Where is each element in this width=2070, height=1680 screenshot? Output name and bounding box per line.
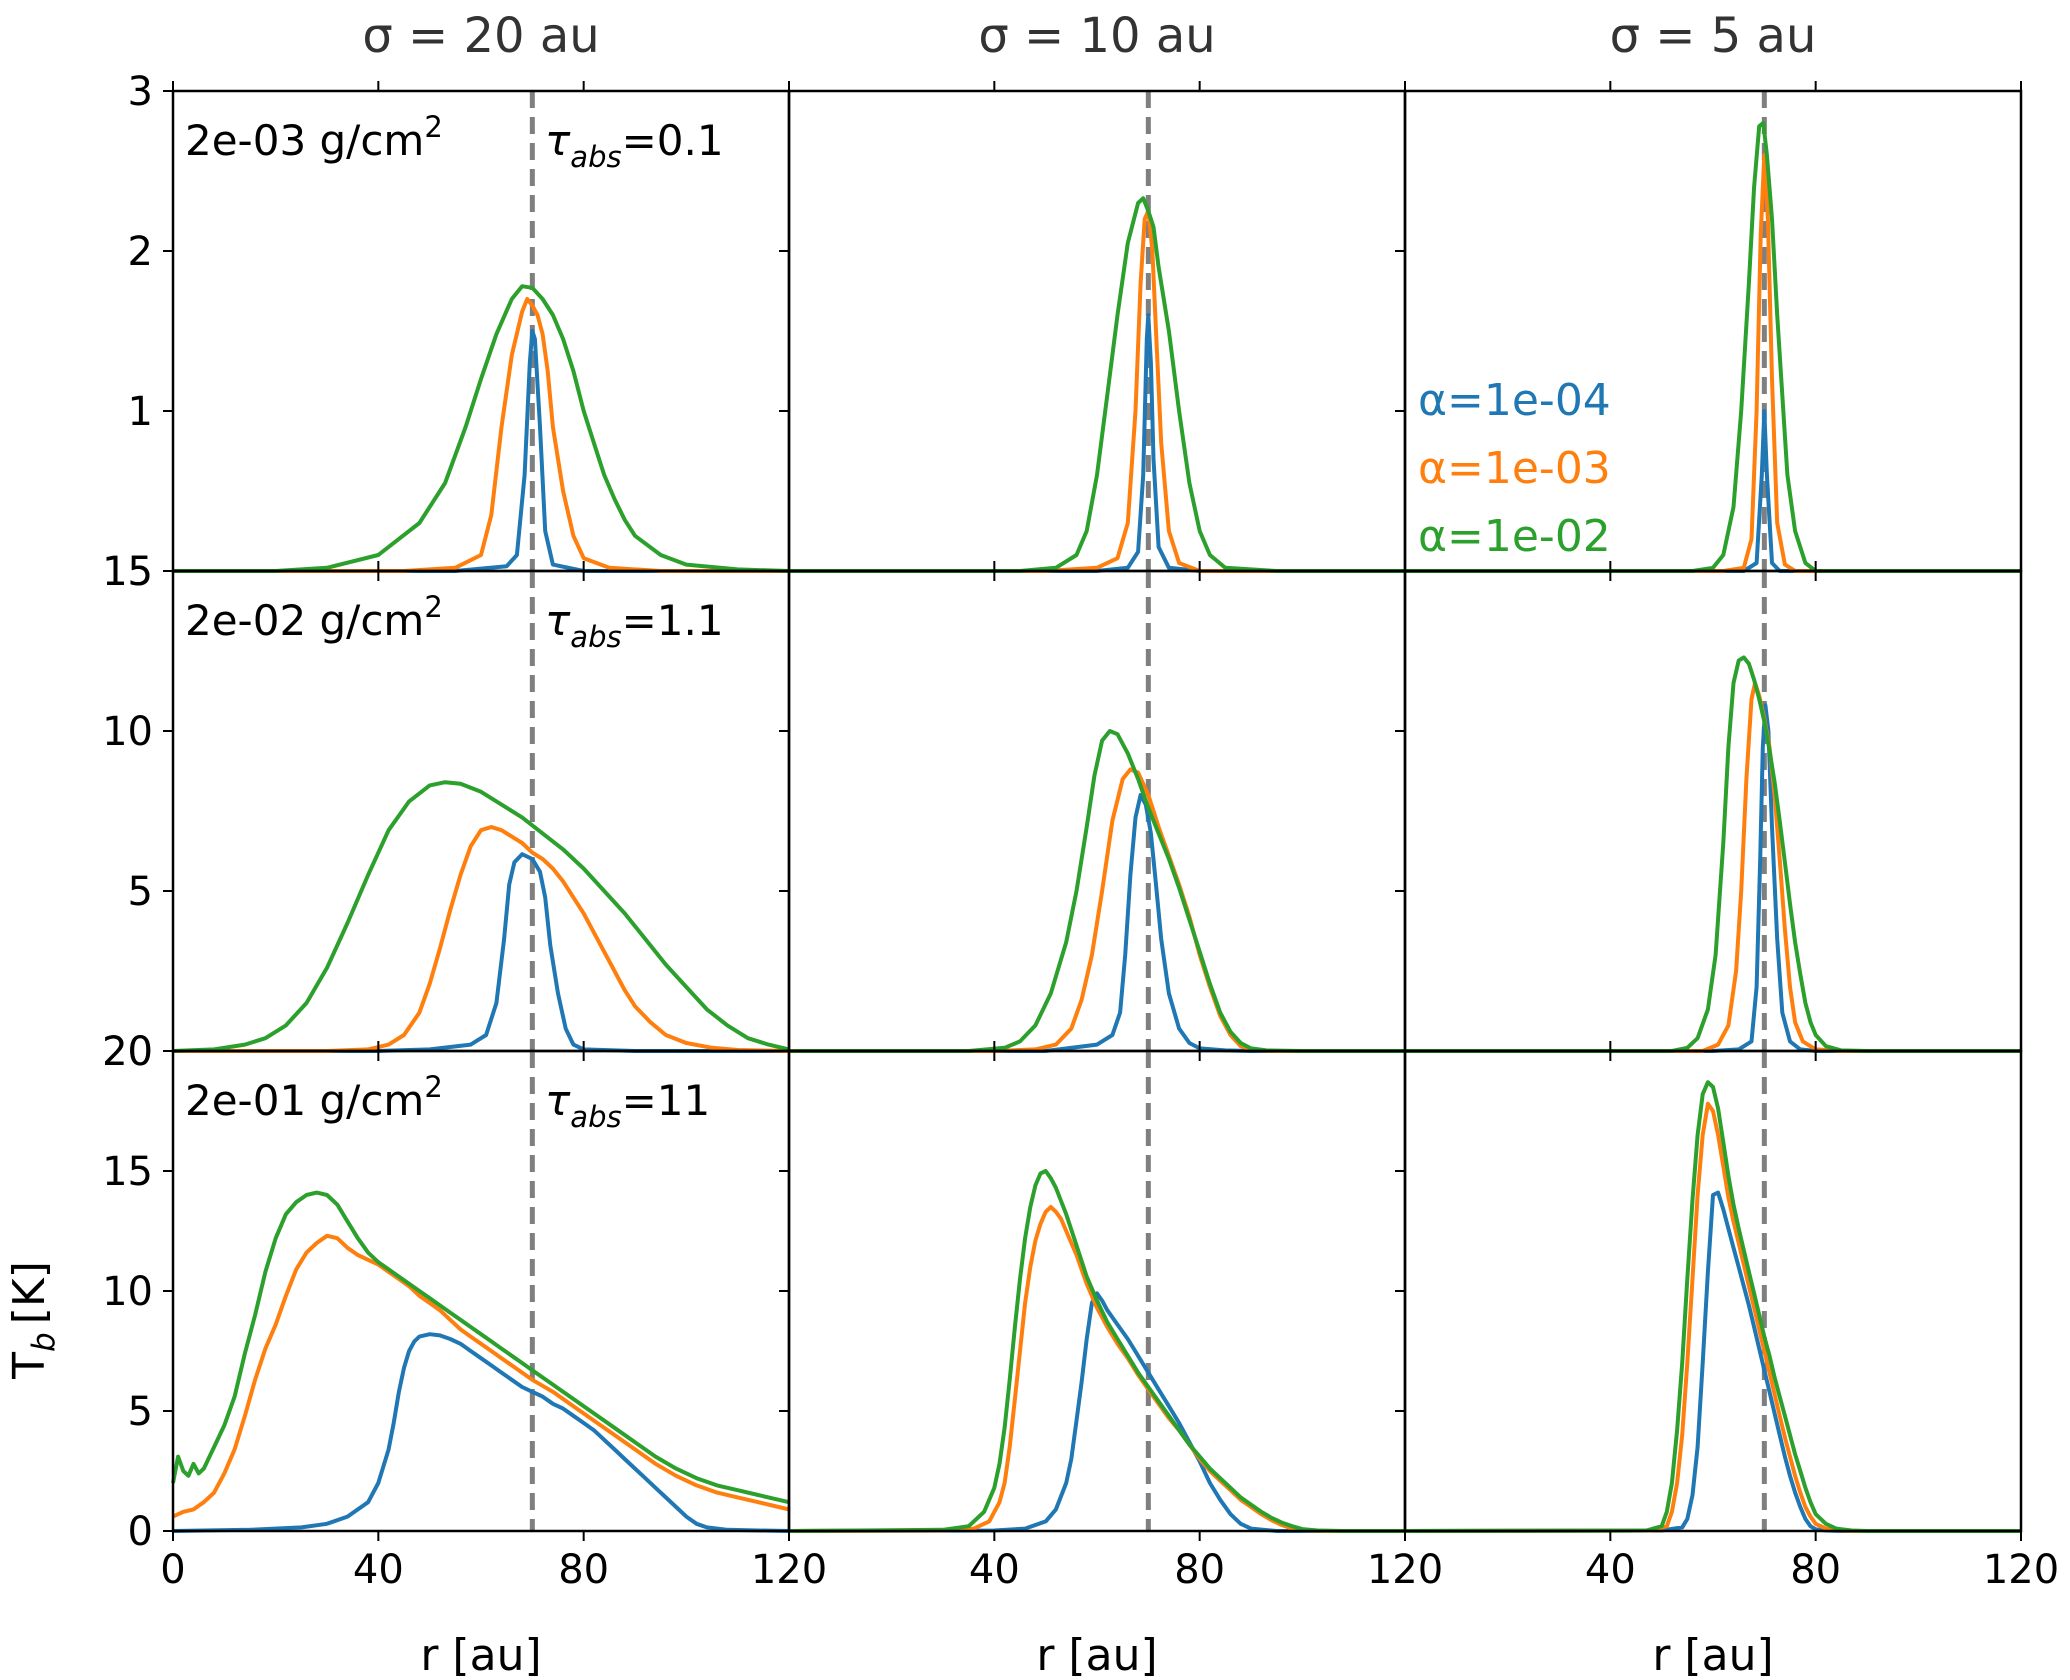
x-tick-label-r3c1: 0 xyxy=(160,1547,185,1593)
legend: α=1e-04 α=1e-03 α=1e-02 xyxy=(1418,375,1611,562)
series-line-r2c1-1 xyxy=(173,852,789,1053)
row-2-density-label: 2e-02 g/cm2 xyxy=(185,590,443,645)
legend-entry-alpha-1e-02: α=1e-02 xyxy=(1418,511,1611,562)
y-tick-label-r1c1: 1 xyxy=(128,389,153,435)
y-axis-label: Tb[K] xyxy=(4,1261,62,1380)
series-line-r1c1-2 xyxy=(173,297,789,573)
legend-entry-alpha-1e-04: α=1e-04 xyxy=(1418,375,1611,426)
row-2-tau-label: τabs=1.1 xyxy=(545,596,724,654)
series-line-r2c3-1 xyxy=(1405,703,2021,1053)
row-1-density-label: 2e-03 g/cm2 xyxy=(185,110,443,165)
y-tick-label-r3c1: 20 xyxy=(102,1029,153,1075)
series-line-r1c2-2 xyxy=(789,209,1405,573)
y-tick-label-r2c1: 5 xyxy=(128,869,153,915)
series-line-r3c2-3 xyxy=(788,1169,1405,1533)
series-line-r2c2-2 xyxy=(789,767,1405,1053)
series-line-r1c2-1 xyxy=(789,313,1405,573)
series-line-r2c3-3 xyxy=(1405,655,2021,1053)
y-tick-label-r2c1: 10 xyxy=(102,709,153,755)
panel-frame-r3c3 xyxy=(1403,1049,2023,1533)
series-line-r3c3-1 xyxy=(1404,1190,2021,1533)
x-tick-label-r3c1: 40 xyxy=(353,1547,404,1593)
series-line-r1c3-1 xyxy=(1405,409,2021,573)
row-1-tau-label: τabs=0.1 xyxy=(545,116,724,174)
x-tick-label-r3c1: 80 xyxy=(558,1547,609,1593)
x-axis-label-col-1: r [au] xyxy=(420,1630,541,1680)
column-title-2: σ = 10 au xyxy=(978,8,1215,64)
series-line-r1c1-1 xyxy=(173,329,789,573)
x-tick-label-r3c2: 120 xyxy=(1367,1547,1443,1593)
y-tick-label-r3c1: 0 xyxy=(128,1509,153,1555)
series-line-r1c2-3 xyxy=(789,196,1405,573)
series-line-r2c1-3 xyxy=(172,780,790,1053)
x-tick-label-r3c2: 40 xyxy=(969,1547,1020,1593)
y-tick-label-r1c1: 3 xyxy=(128,69,153,115)
series-line-r3c2-1 xyxy=(788,1291,1405,1533)
x-axis-label-col-3: r [au] xyxy=(1652,1630,1773,1680)
series-line-r3c1-2 xyxy=(172,1233,790,1519)
series-line-r2c2-3 xyxy=(789,729,1405,1053)
x-axis-label-col-2: r [au] xyxy=(1036,1630,1157,1680)
y-tick-label-r2c1: 20 xyxy=(102,1029,153,1075)
legend-entry-alpha-1e-03: α=1e-03 xyxy=(1418,443,1611,494)
row-3-tau-label: τabs=11 xyxy=(545,1076,710,1134)
series-line-r1c3-2 xyxy=(1405,153,2021,573)
y-tick-label-r2c1: 15 xyxy=(102,549,153,595)
series-line-r3c3-3 xyxy=(1404,1080,2021,1533)
x-tick-label-r3c3: 40 xyxy=(1585,1547,1636,1593)
series-line-r3c1-3 xyxy=(171,1190,790,1505)
y-tick-label-r1c1: 2 xyxy=(128,229,153,275)
x-tick-label-r3c2: 80 xyxy=(1174,1547,1225,1593)
series-line-r2c2-1 xyxy=(789,793,1405,1053)
y-tick-label-r3c1: 10 xyxy=(102,1269,153,1315)
series-line-r3c1-1 xyxy=(172,1332,790,1533)
series-line-r1c3-3 xyxy=(1405,121,2021,573)
y-tick-label-r1c1: 15 xyxy=(102,549,153,595)
column-title-3: σ = 5 au xyxy=(1610,8,1817,64)
row-3-density-label: 2e-01 g/cm2 xyxy=(185,1070,443,1125)
series-line-r1c1-3 xyxy=(173,284,790,573)
x-tick-label-r3c3: 120 xyxy=(1983,1547,2059,1593)
column-title-1: σ = 20 au xyxy=(362,8,599,64)
x-tick-label-r3c3: 80 xyxy=(1790,1547,1841,1593)
y-tick-label-r3c1: 5 xyxy=(128,1389,153,1435)
x-tick-label-r3c1: 120 xyxy=(751,1547,827,1593)
series-line-r3c3-2 xyxy=(1404,1101,2021,1533)
y-tick-label-r3c1: 15 xyxy=(102,1149,153,1195)
series-line-r2c1-2 xyxy=(173,825,790,1053)
